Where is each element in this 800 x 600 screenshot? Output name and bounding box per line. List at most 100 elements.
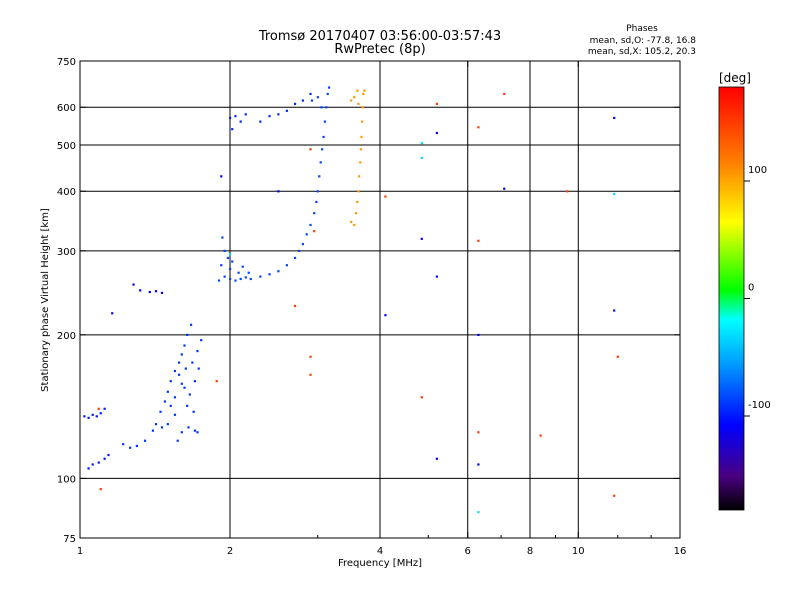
y-tick-label: 750: [57, 57, 76, 68]
echo-point: [188, 393, 191, 396]
echo-point: [186, 333, 189, 337]
echo-point: [613, 116, 616, 120]
echo-point: [503, 92, 506, 96]
echo-point: [241, 265, 244, 268]
echo-point: [420, 396, 423, 399]
x-tick-label: 6: [465, 546, 471, 557]
echo-point: [187, 426, 190, 429]
y-tick-label: 200: [57, 331, 76, 342]
echo-point: [539, 434, 542, 437]
echo-point: [163, 400, 167, 403]
echo-point: [613, 494, 616, 497]
stats-line-x: mean, sd,X: 105.2, 20.3: [588, 47, 696, 57]
echo-point: [309, 223, 312, 227]
echo-point: [301, 99, 305, 102]
echo-point: [186, 404, 189, 407]
echo-point: [223, 275, 226, 278]
echo-point: [143, 439, 147, 442]
echo-point: [99, 488, 102, 491]
colorbar-tick-label: 100: [748, 165, 767, 176]
echo-point: [160, 291, 164, 294]
data-points: [83, 86, 619, 514]
echo-point: [180, 382, 183, 385]
stats-heading: Phases: [626, 24, 658, 34]
echo-point: [193, 429, 197, 432]
echo-point: [420, 156, 423, 160]
echo-point: [357, 102, 360, 106]
echo-point: [247, 271, 250, 274]
echo-point: [309, 355, 312, 358]
echo-point: [97, 407, 100, 410]
y-tick-label: 75: [63, 534, 76, 545]
y-tick-label: 500: [57, 141, 76, 152]
echo-point: [277, 190, 280, 193]
echo-point: [293, 304, 297, 308]
echo-point: [477, 333, 480, 337]
echo-point: [239, 277, 242, 281]
echo-point: [384, 314, 387, 317]
echo-point: [91, 413, 94, 416]
echo-point: [616, 355, 619, 358]
echo-point: [249, 277, 252, 281]
echo-point: [223, 249, 226, 253]
echo-point: [107, 453, 110, 457]
echo-point: [103, 407, 106, 410]
echo-point: [160, 426, 164, 429]
echo-point: [313, 230, 316, 233]
axis-ticks: 1 2 4 6 8 10 16 75 100 200 300 400 500 600 750: [57, 57, 686, 557]
echo-point: [268, 273, 271, 276]
echo-point: [350, 99, 353, 102]
echo-point: [277, 270, 280, 273]
echo-point: [323, 120, 327, 123]
echo-point: [309, 148, 312, 151]
echo-point: [99, 412, 102, 415]
echo-point: [435, 102, 438, 106]
echo-point: [477, 511, 480, 514]
echo-point: [166, 390, 169, 393]
echo-point: [226, 256, 230, 260]
echo-point: [91, 463, 94, 466]
echo-point: [244, 113, 247, 116]
echo-point: [122, 443, 125, 446]
echo-point: [315, 200, 318, 204]
echo-point: [189, 323, 193, 326]
x-tick-label: 8: [527, 546, 533, 557]
echo-point: [477, 126, 480, 129]
echo-point: [177, 361, 181, 364]
echo-point: [132, 283, 135, 286]
echo-point: [129, 446, 132, 449]
echo-point: [244, 276, 247, 279]
echo-point: [357, 175, 361, 178]
colorbar-unit-label: [deg]: [719, 71, 751, 85]
echo-point: [87, 467, 90, 470]
echo-point: [183, 344, 186, 347]
echo-point: [268, 115, 271, 118]
echo-point: [151, 429, 155, 432]
echo-point: [359, 148, 362, 151]
echo-point: [111, 312, 114, 315]
y-tick-label: 300: [57, 247, 76, 258]
echo-point: [327, 86, 331, 89]
echo-point: [322, 135, 325, 139]
y-tick-label: 400: [57, 187, 76, 198]
grid-lines: [80, 61, 680, 538]
echo-point: [353, 96, 356, 99]
echo-point: [420, 141, 423, 145]
stats-line-o: mean, sd,O: -77.8, 16.8: [590, 36, 697, 46]
echo-point: [169, 404, 172, 407]
echo-point: [310, 99, 314, 102]
chart-subtitle: RwPretec (8p): [334, 42, 425, 57]
echo-point: [297, 249, 301, 253]
x-axis-title: Frequency [MHz]: [338, 558, 422, 569]
echo-point: [293, 256, 297, 260]
echo-point: [221, 236, 224, 239]
echo-point: [321, 148, 324, 151]
echo-point: [159, 410, 162, 413]
echo-point: [196, 349, 199, 353]
phase-colorbar: [deg] 100 0 -100: [718, 71, 771, 511]
echo-point: [173, 369, 177, 373]
echo-point: [359, 161, 362, 164]
echo-point: [220, 175, 223, 178]
echo-point: [229, 116, 232, 120]
